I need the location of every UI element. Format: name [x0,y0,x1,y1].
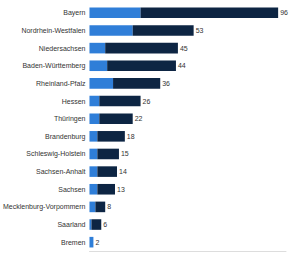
svg-text:Bayern: Bayern [63,9,85,17]
svg-text:45: 45 [180,45,188,52]
svg-text:Mecklenburg-Vorpommern: Mecklenburg-Vorpommern [3,203,86,211]
svg-text:36: 36 [162,80,170,87]
svg-text:6: 6 [103,221,107,228]
svg-text:2: 2 [95,239,99,246]
svg-text:Nordrhein-Westfalen: Nordrhein-Westfalen [21,27,85,34]
svg-text:14: 14 [119,168,127,175]
svg-text:Brandenburg: Brandenburg [45,133,86,141]
svg-text:Sachsen: Sachsen [58,186,85,193]
svg-text:Baden-Württemberg: Baden-Württemberg [22,62,85,70]
svg-text:53: 53 [196,27,204,34]
svg-text:Bremen: Bremen [61,239,86,246]
svg-text:Rheinland-Pfalz: Rheinland-Pfalz [36,80,86,87]
svg-text:Niedersachsen: Niedersachsen [39,45,86,52]
svg-text:8: 8 [107,203,111,210]
svg-text:18: 18 [127,133,135,140]
svg-text:13: 13 [117,186,125,193]
svg-text:Sachsen-Anhalt: Sachsen-Anhalt [36,168,85,175]
svg-text:26: 26 [143,98,151,105]
svg-text:Saarland: Saarland [57,221,85,228]
svg-text:44: 44 [178,62,186,69]
svg-text:Schleswig-Holstein: Schleswig-Holstein [26,150,85,158]
svg-text:Thüringen: Thüringen [54,115,86,123]
svg-text:Hessen: Hessen [62,98,86,105]
svg-text:96: 96 [280,9,288,16]
svg-text:22: 22 [135,115,143,122]
svg-text:15: 15 [121,150,129,157]
